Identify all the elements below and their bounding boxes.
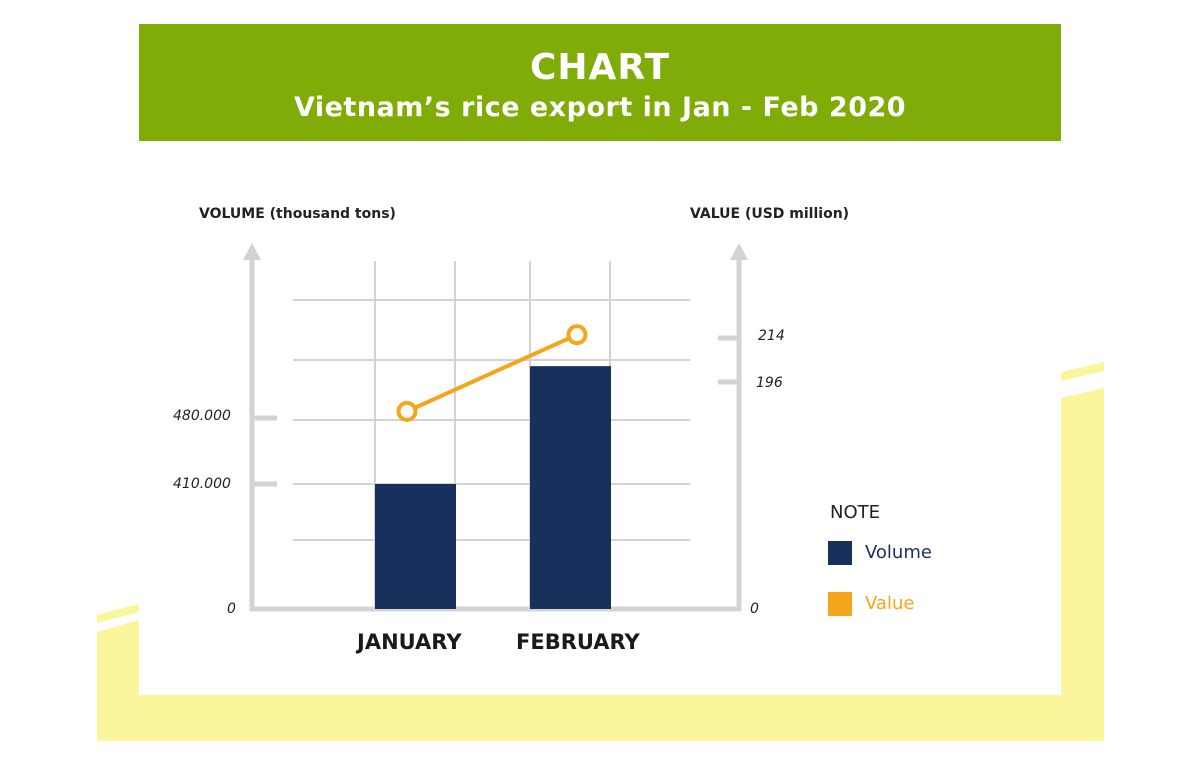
left-tick-label-0: 0 [227, 601, 236, 617]
bar-volume-january [375, 484, 456, 609]
point-value-january [396, 400, 418, 422]
right-tick-label-196: 196 [756, 375, 783, 391]
frame-right [1061, 388, 1104, 740]
left-tick-label-410: 410.000 [173, 476, 231, 492]
right-tick-label-214: 214 [758, 328, 785, 344]
point-value-february [566, 324, 588, 346]
chart-title: CHART [529, 47, 671, 88]
left-tick-label-480: 480.000 [173, 408, 231, 424]
legend-label-volume: Volume [865, 542, 932, 563]
right-axis-arrow [730, 243, 748, 260]
right-axis-title: VALUE (USD million) [690, 206, 850, 222]
frame-bottom [97, 695, 1104, 741]
line-value-series [406, 332, 578, 414]
category-label-january: JANUARY [357, 630, 462, 654]
right-tick-label-0: 0 [750, 601, 759, 617]
left-axis-title: VOLUME (thousand tons) [199, 206, 396, 222]
chart-subtitle: Vietnam’s rice export in Jan - Feb 2020 [293, 92, 907, 123]
legend-title: NOTE [830, 502, 881, 523]
legend-swatch-value [828, 592, 852, 616]
header-banner: CHART Vietnam’s rice export in Jan - Feb… [139, 24, 1061, 141]
category-label-february: FEBRUARY [516, 630, 640, 654]
legend-label-value: Value [865, 593, 915, 614]
left-axis-arrow [243, 243, 261, 260]
legend-swatch-volume [828, 541, 852, 565]
bar-volume-february [530, 366, 611, 609]
frame-left-stripe [97, 604, 139, 623]
frame-right-stripe [1061, 362, 1104, 381]
